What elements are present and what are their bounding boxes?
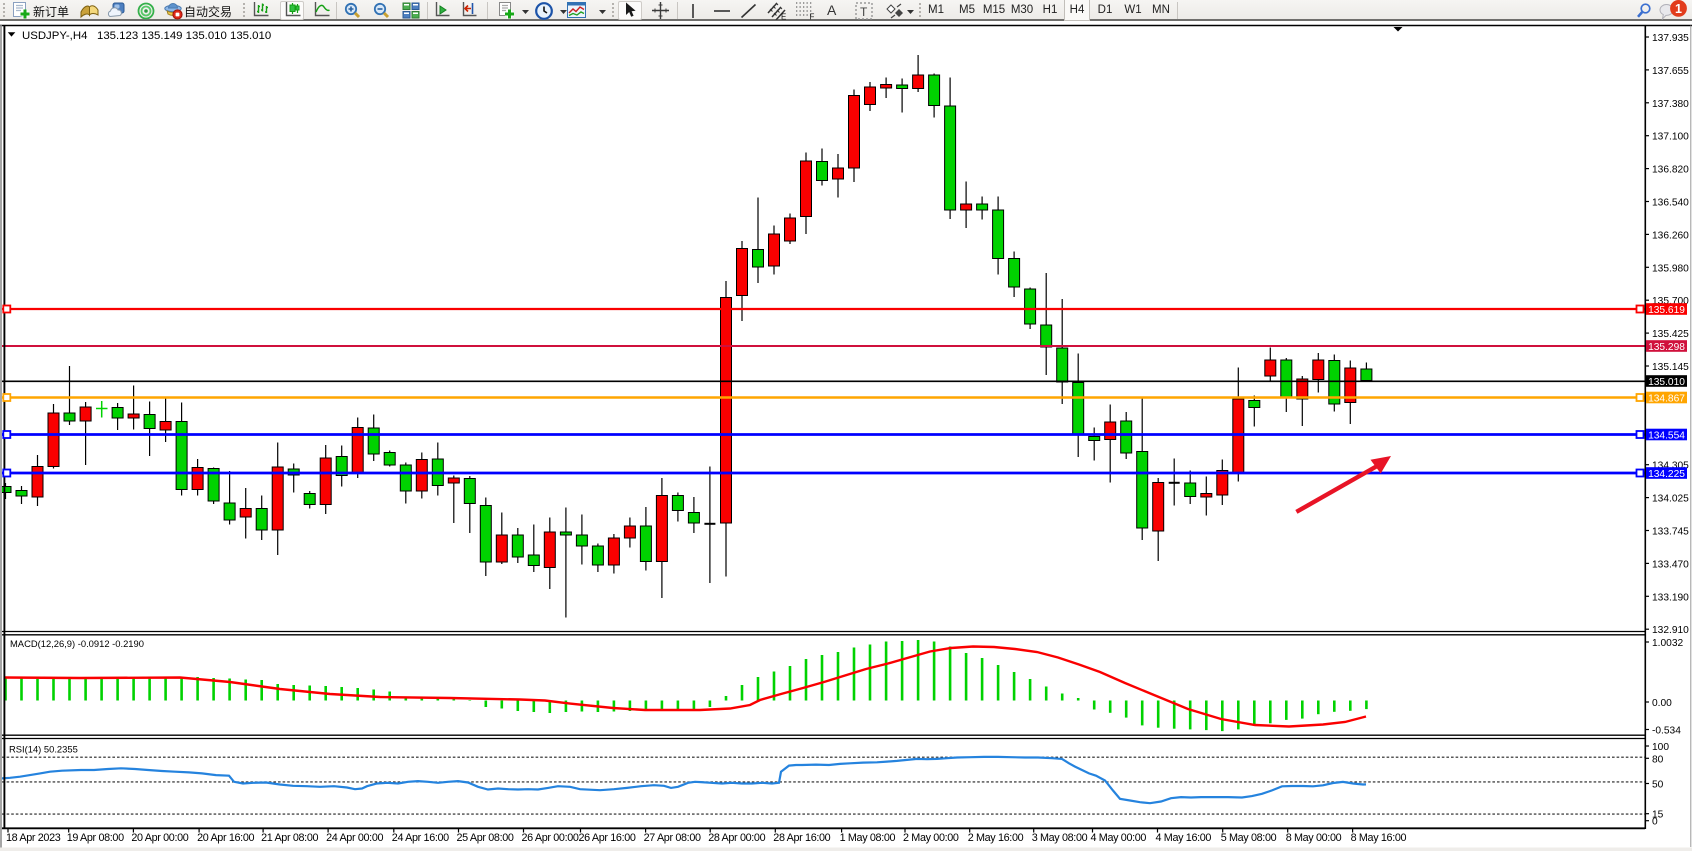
svg-text:135.980: 135.980 bbox=[1652, 263, 1689, 274]
svg-text:137.935: 137.935 bbox=[1652, 33, 1689, 44]
svg-text:19 Apr 08:00: 19 Apr 08:00 bbox=[67, 832, 124, 844]
svg-text:136.820: 136.820 bbox=[1652, 165, 1689, 176]
svg-text:24 Apr 16:00: 24 Apr 16:00 bbox=[392, 832, 449, 844]
svg-text:4 May 16:00: 4 May 16:00 bbox=[1156, 832, 1212, 844]
svg-text:RSI(14) 50.2355: RSI(14) 50.2355 bbox=[9, 744, 78, 755]
svg-text:USDJPY-,H4: USDJPY-,H4 bbox=[22, 30, 87, 42]
svg-text:2 May 00:00: 2 May 00:00 bbox=[903, 832, 959, 844]
svg-text:133.745: 133.745 bbox=[1652, 527, 1689, 538]
svg-text:135.425: 135.425 bbox=[1652, 329, 1689, 340]
svg-text:4 May 00:00: 4 May 00:00 bbox=[1091, 832, 1147, 844]
svg-text:137.655: 137.655 bbox=[1652, 66, 1689, 77]
svg-text:135.145: 135.145 bbox=[1652, 362, 1689, 373]
svg-text:28 Apr 00:00: 28 Apr 00:00 bbox=[708, 832, 765, 844]
svg-text:135.619: 135.619 bbox=[1648, 305, 1685, 316]
svg-text:135.123 135.149 135.010 135.01: 135.123 135.149 135.010 135.010 bbox=[97, 30, 271, 42]
svg-text:136.260: 136.260 bbox=[1652, 230, 1689, 241]
svg-text:133.190: 133.190 bbox=[1652, 592, 1689, 603]
svg-text:0.00: 0.00 bbox=[1652, 698, 1672, 709]
svg-text:24 Apr 00:00: 24 Apr 00:00 bbox=[326, 832, 383, 844]
svg-text:134.554: 134.554 bbox=[1648, 431, 1685, 442]
svg-text:2 May 16:00: 2 May 16:00 bbox=[968, 832, 1024, 844]
svg-text:3 May 08:00: 3 May 08:00 bbox=[1032, 832, 1088, 844]
svg-text:0: 0 bbox=[1652, 817, 1658, 828]
svg-text:MACD(12,26,9) -0.0912 -0.2190: MACD(12,26,9) -0.0912 -0.2190 bbox=[10, 638, 144, 649]
svg-text:135.700: 135.700 bbox=[1652, 296, 1689, 307]
svg-text:F: F bbox=[810, 13, 815, 21]
svg-text:133.470: 133.470 bbox=[1652, 559, 1689, 570]
svg-text:-0.534: -0.534 bbox=[1652, 726, 1681, 737]
svg-text:E: E bbox=[781, 13, 786, 21]
svg-text:135.010: 135.010 bbox=[1648, 377, 1685, 388]
svg-text:135.298: 135.298 bbox=[1648, 342, 1685, 353]
svg-text:137.100: 137.100 bbox=[1652, 132, 1689, 143]
svg-text:20 Apr 00:00: 20 Apr 00:00 bbox=[131, 832, 188, 844]
svg-text:5 May 08:00: 5 May 08:00 bbox=[1221, 832, 1277, 844]
svg-text:136.540: 136.540 bbox=[1652, 198, 1689, 209]
svg-text:28 Apr 16:00: 28 Apr 16:00 bbox=[773, 832, 830, 844]
svg-text:1.0032: 1.0032 bbox=[1652, 638, 1683, 649]
svg-text:18 Apr 2023: 18 Apr 2023 bbox=[6, 832, 61, 844]
svg-text:25 Apr 08:00: 25 Apr 08:00 bbox=[457, 832, 514, 844]
svg-text:134.305: 134.305 bbox=[1652, 461, 1689, 472]
svg-text:8 May 16:00: 8 May 16:00 bbox=[1351, 832, 1407, 844]
svg-text:134.867: 134.867 bbox=[1648, 394, 1685, 405]
svg-text:15: 15 bbox=[1652, 810, 1664, 821]
svg-text:1 May 08:00: 1 May 08:00 bbox=[840, 832, 896, 844]
svg-text:50: 50 bbox=[1652, 780, 1664, 791]
svg-text:134.225: 134.225 bbox=[1648, 469, 1685, 480]
svg-text:134.025: 134.025 bbox=[1652, 494, 1689, 505]
svg-text:100: 100 bbox=[1652, 742, 1669, 753]
svg-text:80: 80 bbox=[1652, 754, 1664, 765]
svg-text:26 Apr 16:00: 26 Apr 16:00 bbox=[579, 832, 636, 844]
svg-text:27 Apr 08:00: 27 Apr 08:00 bbox=[644, 832, 701, 844]
svg-text:21 Apr 08:00: 21 Apr 08:00 bbox=[261, 832, 318, 844]
svg-text:137.380: 137.380 bbox=[1652, 99, 1689, 110]
svg-text:1: 1 bbox=[1675, 2, 1682, 16]
svg-text:8 May 00:00: 8 May 00:00 bbox=[1286, 832, 1342, 844]
svg-text:20 Apr 16:00: 20 Apr 16:00 bbox=[197, 832, 254, 844]
svg-text:26 Apr 00:00: 26 Apr 00:00 bbox=[522, 832, 579, 844]
svg-text:132.910: 132.910 bbox=[1652, 625, 1689, 636]
svg-text:T: T bbox=[860, 5, 868, 19]
